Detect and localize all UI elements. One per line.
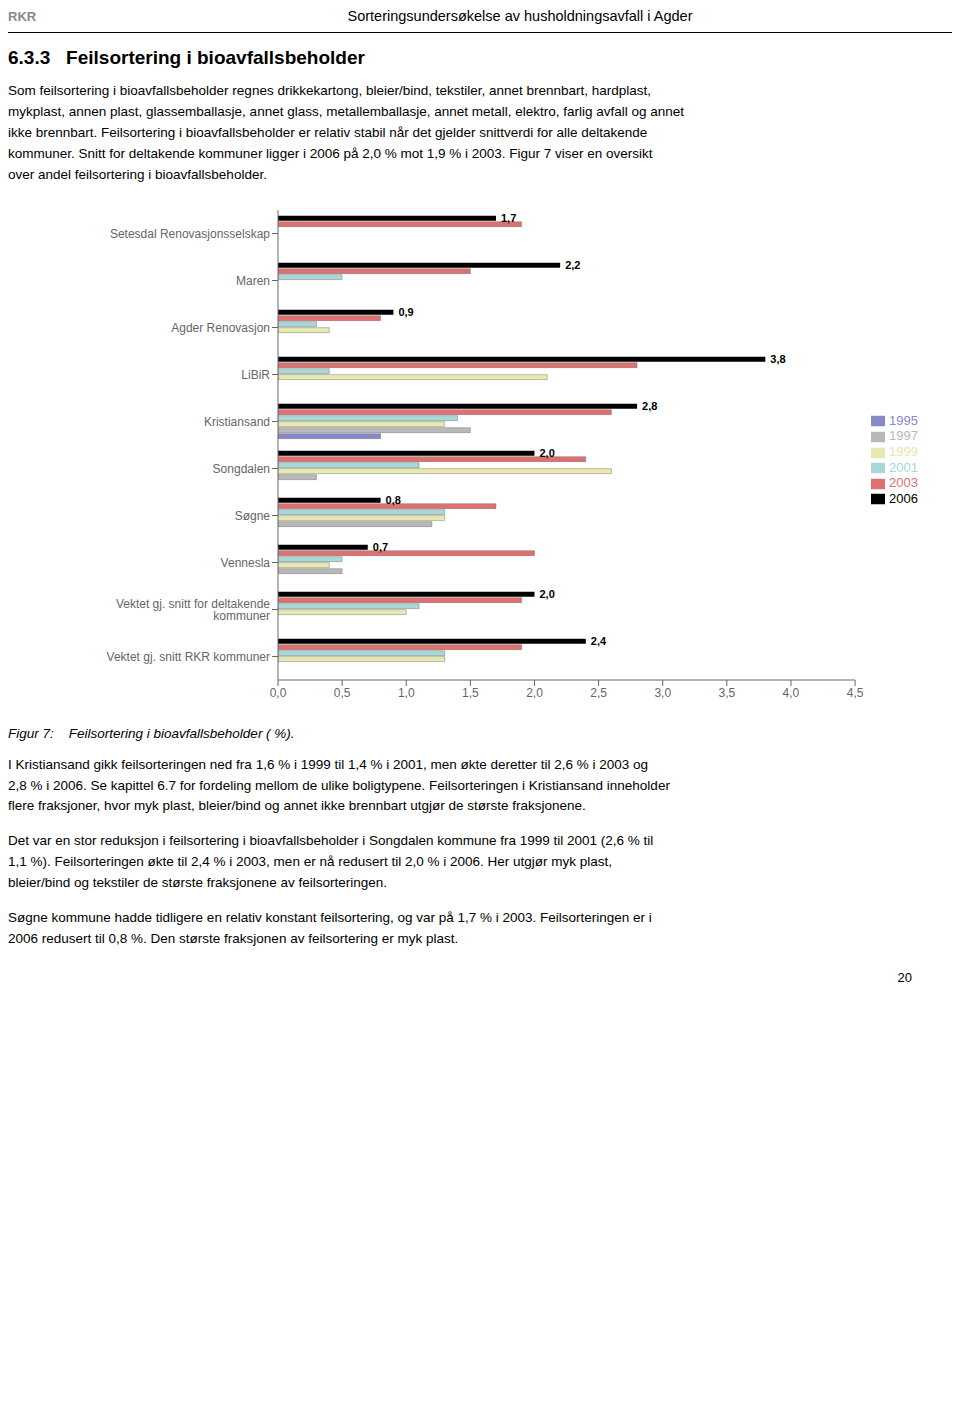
svg-text:Vektet gj. snitt RKR kommuner: Vektet gj. snitt RKR kommuner — [107, 649, 270, 663]
svg-text:Kristiansand: Kristiansand — [204, 414, 270, 428]
svg-text:1,7: 1,7 — [501, 212, 516, 224]
svg-text:2,0: 2,0 — [539, 588, 554, 600]
svg-text:4,5: 4,5 — [847, 685, 864, 699]
svg-text:0,0: 0,0 — [270, 685, 287, 699]
html-text:Figur 7: Feilsortering i bioav: Figur 7: Feilsortering i bioavfallsbehol… — [8, 725, 295, 741]
html-text:1997: 1997 — [889, 428, 918, 444]
svg-text:1,5: 1,5 — [462, 685, 479, 699]
svg-text:2,0: 2,0 — [539, 447, 554, 459]
html-text:20: 20 — [897, 970, 912, 985]
html-text:2001: 2001 — [889, 459, 918, 475]
svg-text:3,5: 3,5 — [718, 685, 735, 699]
svg-text:Vennesla: Vennesla — [221, 555, 271, 569]
svg-text:3,0: 3,0 — [654, 685, 671, 699]
html-text:1995: 1995 — [889, 412, 918, 428]
html-text:Sorteringsundersøkelse av hush: Sorteringsundersøkelse av husholdningsav… — [347, 8, 693, 24]
svg-text:3,8: 3,8 — [770, 353, 785, 365]
svg-text:Maren: Maren — [236, 273, 270, 287]
svg-text:Søgne: Søgne — [235, 508, 271, 522]
svg-text:2,2: 2,2 — [565, 259, 580, 271]
svg-text:0,7: 0,7 — [373, 541, 388, 553]
html-text:6.3.3 Feilsortering i bioavfal: 6.3.3 Feilsortering i bioavfallsbeholder — [8, 47, 365, 68]
svg-text:2,8: 2,8 — [642, 400, 657, 412]
html-text:1999: 1999 — [889, 444, 918, 459]
svg-text:0,8: 0,8 — [386, 494, 401, 506]
svg-text:0,5: 0,5 — [334, 685, 351, 699]
svg-text:LiBiR: LiBiR — [241, 367, 270, 381]
html-text:RKR: RKR — [8, 8, 37, 24]
svg-text:4,0: 4,0 — [783, 685, 800, 699]
svg-text:Agder Renovasjon: Agder Renovasjon — [171, 320, 270, 334]
html-text:2003: 2003 — [889, 475, 918, 491]
html-text:2006: 2006 — [889, 490, 918, 506]
svg-text:1,0: 1,0 — [398, 685, 415, 699]
html-text:Det var en stor reduksjon i fe: Det var en stor reduksjon i feilsorterin… — [8, 833, 654, 891]
svg-text:2,4: 2,4 — [591, 635, 607, 647]
svg-text:0,9: 0,9 — [398, 306, 413, 318]
svg-text:2,0: 2,0 — [526, 685, 543, 699]
svg-text:Setesdal Renovasjonsselskap: Setesdal Renovasjonsselskap — [110, 226, 270, 240]
html-text:Søgne kommune hadde tidligere: Søgne kommune hadde tidligere en relativ… — [8, 910, 652, 947]
svg-text:Songdalen: Songdalen — [213, 461, 270, 475]
html-text:I Kristiansand gikk feilsorter: I Kristiansand gikk feilsorteringen ned … — [8, 756, 670, 814]
svg-text:2,5: 2,5 — [590, 685, 607, 699]
html-text:Som feilsortering i bioavfalls: Som feilsortering i bioavfallsbeholder r… — [8, 83, 685, 182]
svg-text:Vektet gj. snitt for deltakend: Vektet gj. snitt for deltakendekommuner — [116, 596, 270, 622]
